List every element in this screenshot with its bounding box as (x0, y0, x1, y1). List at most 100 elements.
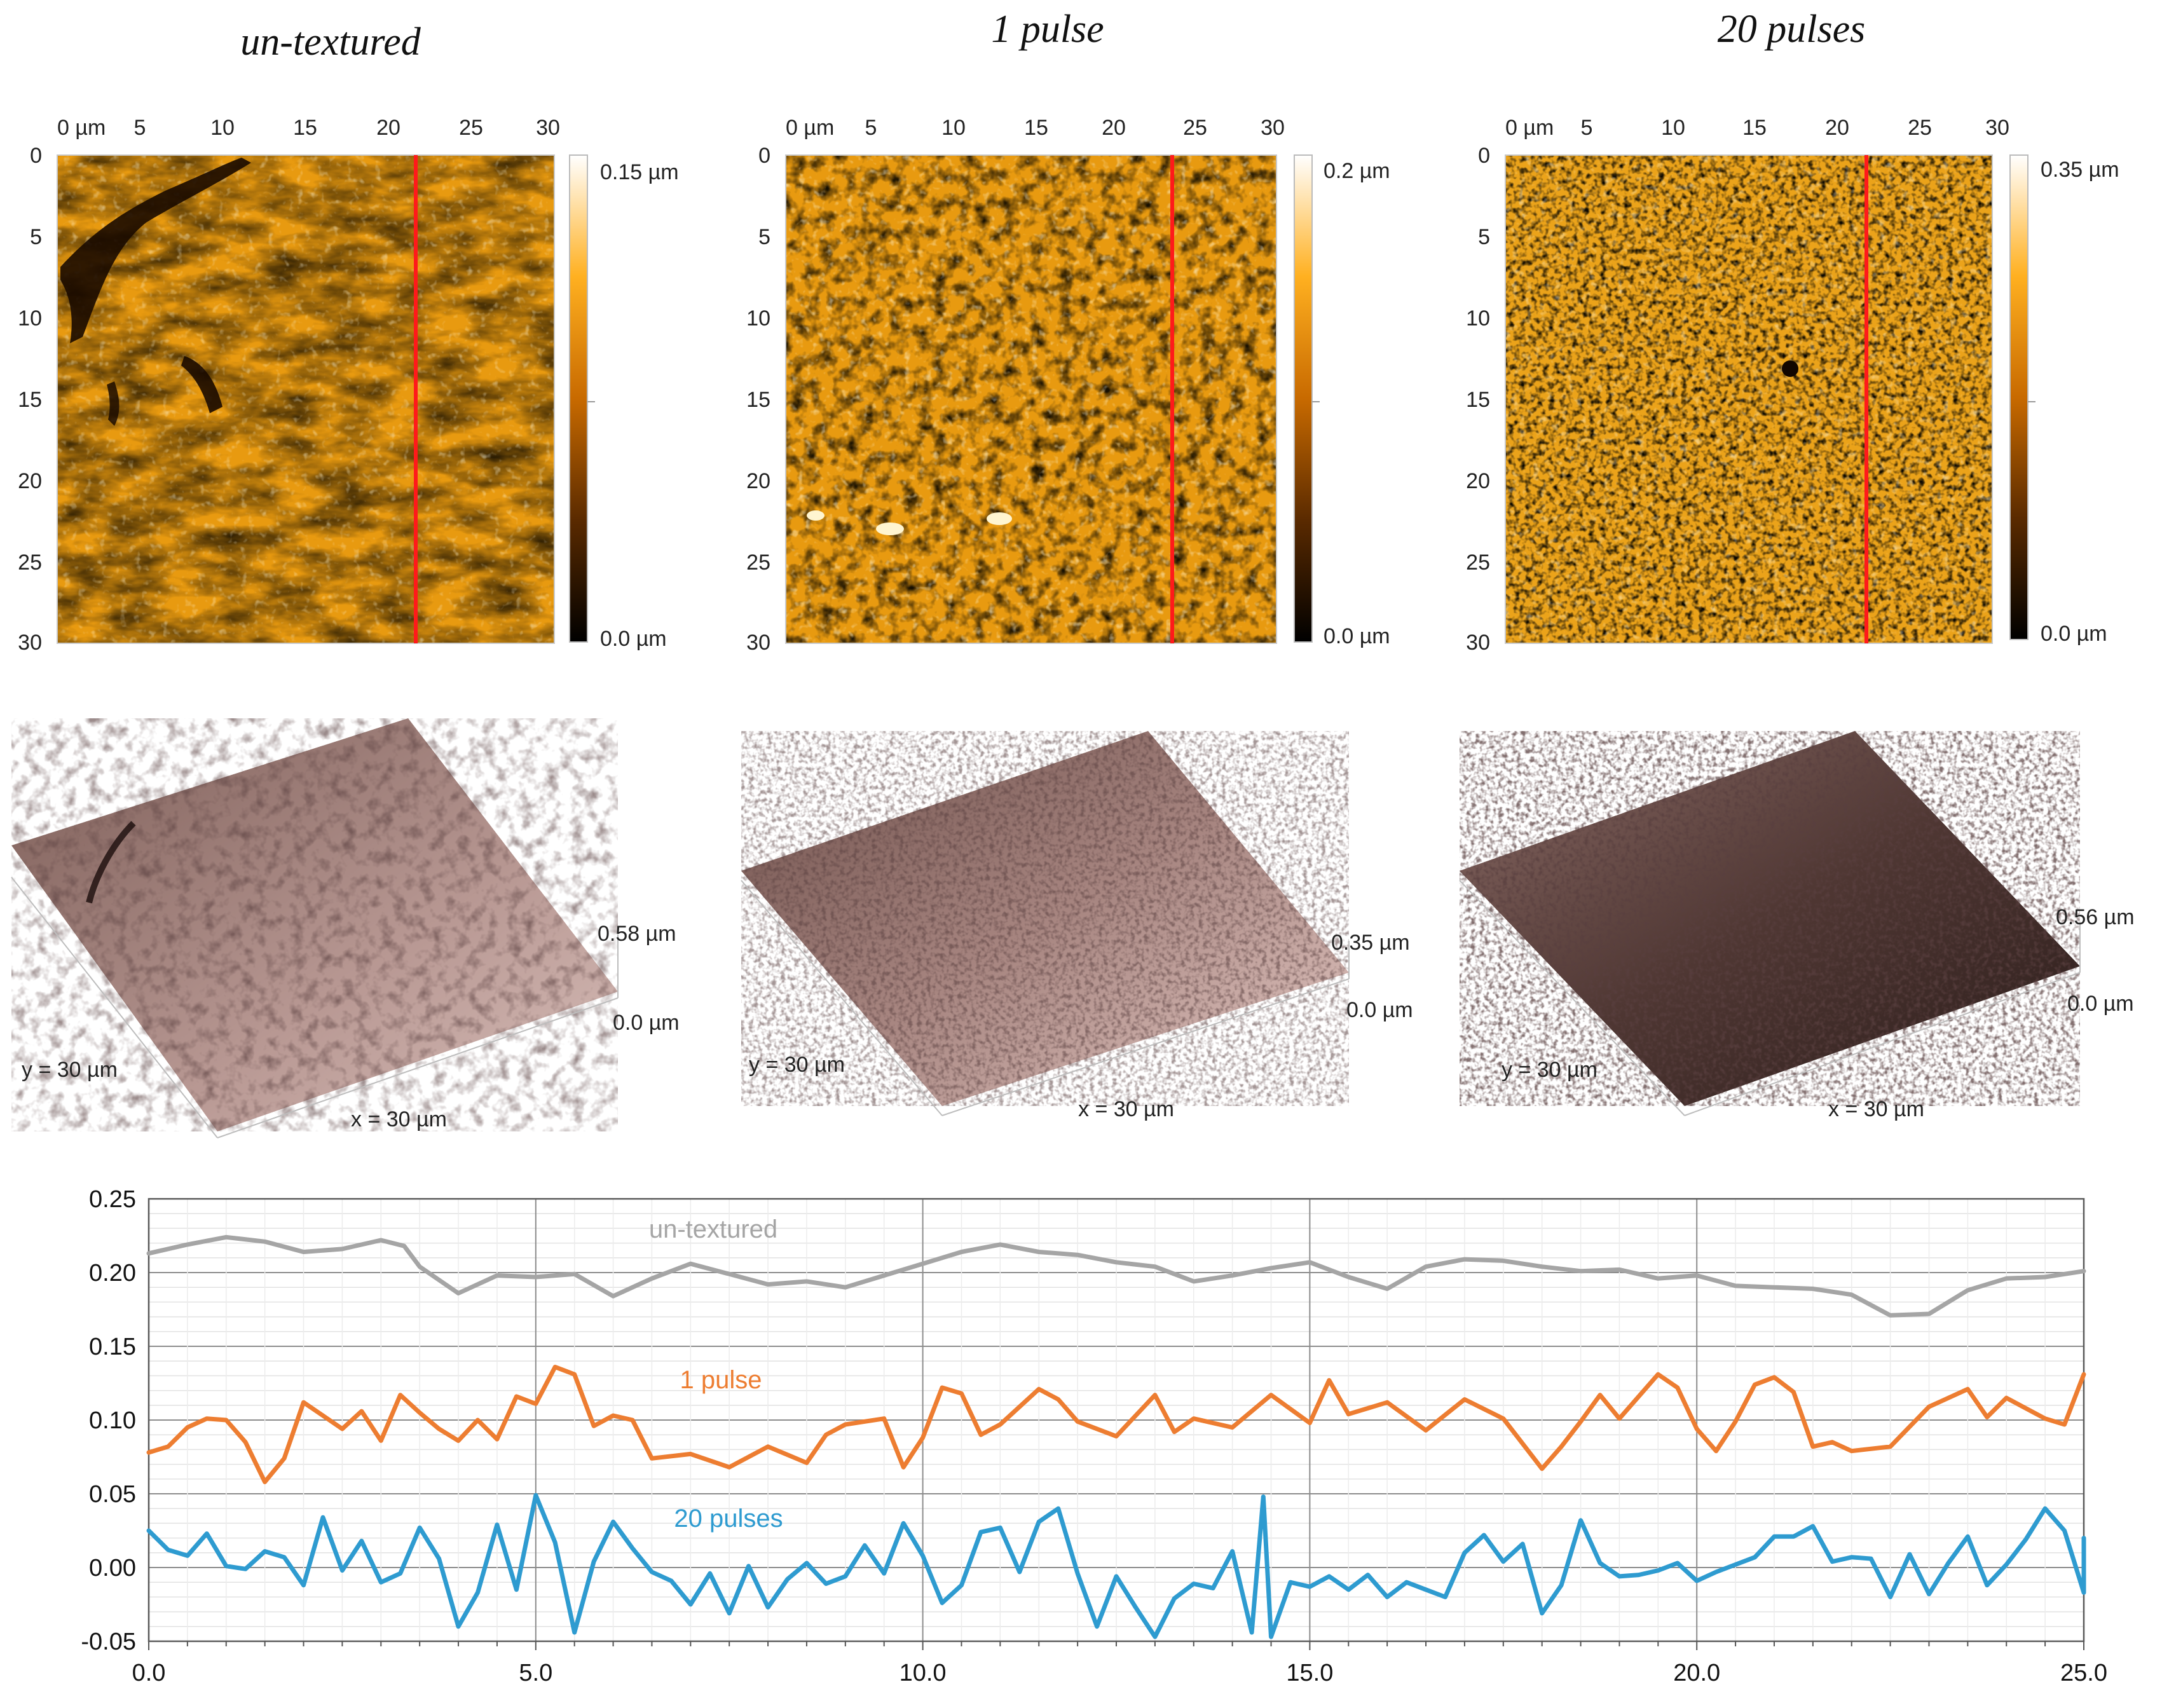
y-tick: 15 (1466, 388, 1490, 412)
data-point-20-pulses (1348, 1589, 1349, 1590)
x-tick: 10 (941, 116, 966, 140)
data-point-20-pulses (709, 1573, 711, 1574)
x-tick: 10 (1661, 116, 1685, 140)
axis-line (217, 997, 619, 1138)
chart-grid (147, 1198, 2085, 1650)
data-point-20-pulses (554, 1542, 556, 1543)
axis-line (1459, 880, 1685, 1116)
surface-relief (741, 731, 1349, 1106)
y-tick-label: 0.15 (89, 1334, 136, 1360)
data-point-1-pulse (903, 1466, 904, 1468)
surface-3d-untextured: 0.58 µm 0.0 µm y = 30 µm x = 30 µm (11, 718, 680, 1138)
data-point-20-pulses (1831, 1561, 1833, 1562)
x-tick: 20 (376, 116, 400, 140)
data-point-1-pulse (1618, 1418, 1620, 1419)
data-point-1-pulse (1116, 1436, 1117, 1437)
afm-map-20-pulses: 0 µm 5 10 15 20 25 30 0 5 10 15 20 25 30… (1466, 116, 2119, 655)
z-min-label: 0.0 µm (613, 1011, 680, 1035)
data-point-20-pulses (1406, 1582, 1407, 1583)
chart-series (146, 1234, 2086, 1639)
data-point-20-pulses (458, 1626, 459, 1627)
axis-line (11, 877, 218, 1138)
x-tick: 15 (1024, 116, 1048, 140)
data-point-1-pulse (2044, 1418, 2046, 1419)
data-point-1-pulse (187, 1427, 188, 1428)
color-scale-bar: 0.15 µm 0.0 µm (569, 154, 679, 651)
data-point-un-textured (187, 1244, 188, 1245)
y-tick: 20 (18, 469, 42, 493)
x-tick-label: 20.0 (1673, 1660, 1720, 1686)
data-point-20-pulses (1019, 1571, 1020, 1573)
data-point-20-pulses (1232, 1551, 1233, 1552)
data-point-un-textured (458, 1293, 459, 1294)
color-scale-min: 0.0 µm (600, 627, 667, 651)
data-point-20-pulses (496, 1524, 498, 1526)
x-axis-ticks: 0 µm 5 10 15 20 25 30 (1505, 116, 2009, 140)
color-scale-bar: 0.2 µm 0.0 µm (1294, 154, 1390, 648)
data-point-un-textured (1425, 1266, 1427, 1267)
x-tick: 0 µm (1505, 116, 1554, 140)
data-point-un-textured (1386, 1288, 1388, 1289)
y-tick: 25 (1466, 550, 1490, 575)
data-point-20-pulses (1262, 1496, 1264, 1498)
data-point-un-textured (1657, 1278, 1659, 1279)
pit-feature (1782, 360, 1798, 377)
data-point-20-pulses (922, 1555, 924, 1556)
y-axis-ticks: 0 5 10 15 20 25 30 (18, 144, 42, 655)
x-tick: 25 (1908, 116, 1932, 140)
data-point-un-textured (1464, 1259, 1465, 1260)
data-point-un-textured (999, 1244, 1001, 1245)
series-label-20-pulses: 20 pulses (674, 1505, 783, 1533)
y-axis-ticks: 0 5 10 15 20 25 30 (746, 144, 770, 655)
color-scale-min: 0.0 µm (2041, 622, 2107, 646)
afm-map-1-pulse: 0 µm 5 10 15 20 25 30 0 5 10 15 20 25 30… (746, 116, 1390, 655)
y-tick: 0 (1478, 144, 1490, 168)
data-point-1-pulse (1890, 1446, 1891, 1447)
data-point-20-pulses (1135, 1607, 1136, 1608)
data-point-20-pulses (941, 1602, 943, 1604)
y-tick: 10 (18, 306, 42, 331)
data-point-20-pulses (1173, 1598, 1175, 1599)
data-point-un-textured (496, 1275, 498, 1276)
color-scale-min: 0.0 µm (1324, 624, 1390, 648)
data-point-1-pulse (1735, 1421, 1736, 1422)
data-point-1-pulse (922, 1437, 924, 1438)
y-tick: 5 (1478, 225, 1490, 249)
z-min-label: 0.0 µm (1346, 998, 1413, 1022)
data-point-20-pulses (1735, 1564, 1736, 1565)
x-tick: 25 (459, 116, 483, 140)
data-point-un-textured (535, 1276, 537, 1278)
y-tick: 5 (30, 225, 42, 249)
data-point-20-pulses (1677, 1562, 1678, 1564)
data-point-1-pulse (1386, 1402, 1388, 1403)
data-point-un-textured (1851, 1294, 1852, 1295)
y-axis-ticks: -0.05 0.00 0.05 0.10 0.15 0.20 0.25 (81, 1186, 136, 1655)
data-point-20-pulses (2006, 1564, 2007, 1565)
y-tick-label: 0.05 (89, 1481, 136, 1508)
color-scale-max: 0.2 µm (1324, 159, 1390, 183)
crack-feature (86, 821, 136, 904)
series-label-untextured: un-textured (649, 1215, 777, 1243)
data-point-1-pulse (1967, 1388, 1968, 1390)
data-point-1-pulse (1193, 1418, 1194, 1419)
y-tick-label: -0.05 (81, 1629, 136, 1655)
afm-frame (785, 154, 1277, 644)
data-point-20-pulses (187, 1555, 188, 1556)
x-tick: 0 µm (57, 116, 106, 140)
data-point-un-textured (1618, 1269, 1620, 1270)
data-point-un-textured (2044, 1276, 2046, 1278)
y-axis-label: y = 30 µm (1502, 1058, 1598, 1082)
y-tick: 20 (746, 469, 770, 493)
x-tick-label: 0.0 (132, 1660, 166, 1686)
x-tick: 0 µm (786, 116, 834, 140)
data-point-un-textured (1812, 1288, 1814, 1289)
z-max-label: 0.56 µm (2056, 905, 2135, 929)
title-20-pulses: 20 pulses (1718, 8, 1866, 51)
y-tick: 5 (758, 225, 770, 249)
x-axis-label: x = 30 µm (1828, 1097, 1924, 1121)
y-tick-label: 0.00 (89, 1555, 136, 1582)
x-tick: 30 (1261, 116, 1285, 140)
x-axis-ticks: 0.0 5.0 10.0 15.0 20.0 25.0 (132, 1660, 2107, 1686)
x-tick: 10 (210, 116, 235, 140)
data-point-20-pulses (264, 1551, 266, 1552)
